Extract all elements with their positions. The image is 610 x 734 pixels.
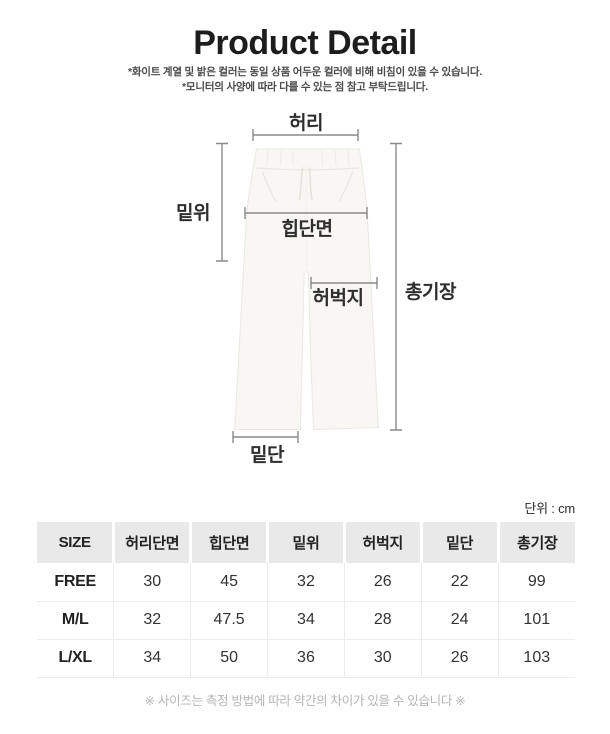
- size-table: SIZE 허리단면 힙단면 밑위 허벅지 밑단 총기장 FREE 30 45 32 26 22 99 M/…: [37, 522, 575, 678]
- label-waist: 허리: [289, 113, 323, 134]
- pocket-left: [261, 171, 277, 202]
- pants-outline: [234, 148, 379, 431]
- length-measure-line: [390, 142, 402, 431]
- table-row: L/XL 34 50 36 30 26 103: [37, 639, 575, 678]
- label-hem: 밑단: [250, 445, 284, 466]
- header-row: SIZE 허리단면 힙단면 밑위 허벅지 밑단 총기장: [37, 522, 575, 563]
- size-table-head: SIZE 허리단면 힙단면 밑위 허벅지 밑단 총기장: [37, 522, 575, 563]
- label-rise: 밑위: [176, 203, 210, 224]
- value-cell: 26: [344, 563, 422, 602]
- label-thigh: 허벅지: [312, 288, 364, 309]
- value-cell: 45: [190, 563, 269, 602]
- value-cell: 32: [267, 563, 345, 602]
- size-cell: FREE: [37, 563, 115, 602]
- value-cell: 34: [267, 601, 345, 640]
- column-header: 힙단면: [190, 522, 270, 563]
- value-cell: 26: [421, 639, 499, 678]
- footer-note: ※ 사이즈는 측정 방법에 따라 약간의 차이가 있을 수 있습니다 ※: [144, 694, 466, 708]
- table-row: FREE 30 45 32 26 22 99: [37, 563, 575, 602]
- column-header: SIZE: [37, 522, 116, 563]
- value-cell: 28: [344, 601, 422, 640]
- pocket-right: [338, 171, 354, 202]
- value-cell: 47.5: [190, 601, 269, 640]
- label-length: 총기장: [405, 282, 456, 303]
- value-cell: 50: [190, 639, 269, 678]
- disclaimer-line-1: *화이트 계열 및 밝은 컬러는 동일 상품 어두운 컬러에 비해 비침이 있을…: [127, 66, 483, 78]
- hem-measure-line: [232, 431, 299, 443]
- value-cell: 30: [113, 563, 192, 602]
- column-header: 허리단면: [113, 522, 193, 563]
- size-cell: L/XL: [37, 639, 115, 678]
- table-row: M/L 32 47.5 34 28 24 101: [37, 601, 575, 640]
- size-cell: M/L: [37, 601, 115, 640]
- drawstring: [308, 167, 313, 201]
- measure-lines: [216, 129, 402, 443]
- column-header: 밑단: [421, 522, 500, 563]
- column-header: 밑위: [267, 522, 346, 563]
- disclaimer-line-2: *모니터의 사양에 따라 다를 수 있는 점 참고 부탁드립니다.: [182, 81, 428, 93]
- thigh-measure-line: [310, 277, 378, 289]
- column-header: 총기장: [498, 522, 575, 563]
- value-cell: 24: [421, 601, 499, 640]
- value-cell: 22: [421, 563, 499, 602]
- rise-measure-line: [216, 142, 228, 262]
- drawstring: [298, 167, 304, 201]
- pants-details: [256, 149, 360, 268]
- page-title: Product Detail: [193, 24, 417, 62]
- disclaimer-block: *화이트 계열 및 밝은 컬러는 동일 상품 어두운 컬러에 비해 비침이 있을…: [0, 65, 610, 95]
- value-cell: 101: [498, 601, 575, 640]
- value-cell: 30: [344, 639, 422, 678]
- value-cell: 36: [267, 639, 345, 678]
- unit-label: 단위 : cm: [524, 501, 575, 516]
- label-hip: 힙단면: [281, 219, 333, 240]
- value-cell: 32: [113, 601, 192, 640]
- column-header: 허벅지: [344, 522, 423, 563]
- value-cell: 103: [498, 639, 575, 678]
- hip-measure-line: [244, 207, 368, 219]
- value-cell: 99: [498, 563, 575, 602]
- pants-illustration: [216, 129, 402, 443]
- measurement-diagram: 허리 밑위 힙단면 허벅지 총기장 밑단: [0, 110, 610, 500]
- value-cell: 34: [113, 639, 192, 678]
- size-table-body: FREE 30 45 32 26 22 99 M/L 32 47.5 34 28 24 101 L/XL 34…: [37, 563, 575, 678]
- waist-measure-line: [252, 129, 359, 141]
